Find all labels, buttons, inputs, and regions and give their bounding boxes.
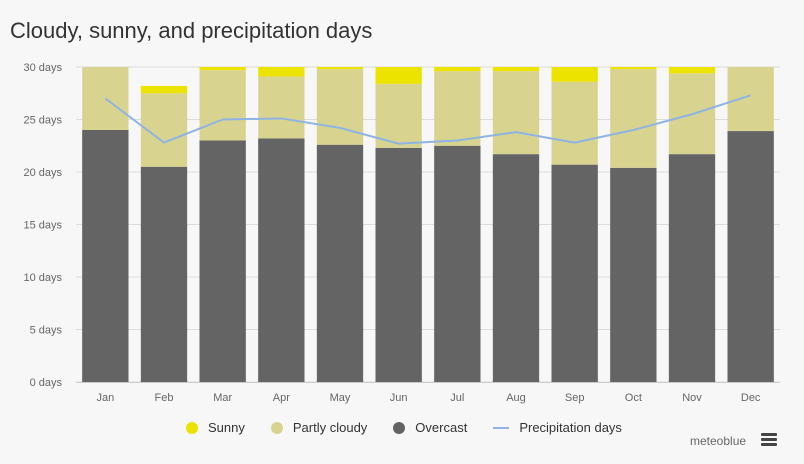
menu-bar bbox=[761, 438, 777, 441]
bar-partly-cloudy bbox=[727, 67, 774, 132]
legend-item-sunny[interactable]: Sunny bbox=[186, 420, 245, 435]
x-tick-label: Apr bbox=[273, 392, 290, 404]
x-tick-label: Oct bbox=[625, 392, 642, 404]
x-tick-label: Mar bbox=[213, 392, 232, 404]
legend-item-overcast[interactable]: Overcast bbox=[393, 420, 467, 435]
stacked-bar-chart: 0 days 5 days 10 days 15 days 20 days 25 days… bbox=[23, 62, 780, 404]
y-tick-label: 25 days bbox=[23, 115, 62, 127]
bar-partly-cloudy bbox=[258, 76, 305, 139]
x-tick-label: Aug bbox=[506, 392, 526, 404]
bar-overcast bbox=[551, 164, 598, 382]
bar-sunny bbox=[551, 67, 598, 82]
bar-partly-cloudy bbox=[610, 69, 657, 168]
y-tick-label: 10 days bbox=[23, 272, 62, 284]
legend-item-precipitation-days[interactable]: Precipitation days bbox=[493, 420, 622, 435]
bar-overcast bbox=[434, 145, 481, 382]
x-tick-label: Feb bbox=[155, 392, 174, 404]
bar-sunny bbox=[258, 67, 305, 77]
bar-sunny bbox=[492, 67, 540, 72]
bar-partly-cloudy bbox=[492, 71, 540, 155]
y-tick-label: 5 days bbox=[30, 325, 63, 337]
legend-label-overcast: Overcast bbox=[415, 420, 468, 435]
brand-logo: meteoblue bbox=[690, 434, 747, 448]
bar-sunny bbox=[140, 85, 188, 94]
bar-overcast bbox=[668, 154, 716, 382]
bar-overcast bbox=[492, 154, 540, 382]
bar-overcast bbox=[316, 144, 364, 382]
x-tick-label: Jul bbox=[450, 392, 464, 404]
bar-overcast bbox=[82, 130, 129, 382]
bar-sunny bbox=[610, 67, 657, 70]
bar-overcast bbox=[610, 167, 657, 382]
y-tick-label: 30 days bbox=[23, 62, 62, 74]
legend: Sunny Partly cloudy Overcast Precipitati… bbox=[186, 420, 622, 435]
bar-partly-cloudy bbox=[434, 71, 481, 146]
hamburger-menu-icon[interactable] bbox=[760, 432, 778, 448]
legend-item-partly-cloudy[interactable]: Partly cloudy bbox=[270, 420, 368, 435]
x-tick-label: Nov bbox=[682, 392, 702, 404]
bar-sunny bbox=[199, 67, 246, 71]
bar-sunny bbox=[316, 67, 364, 70]
bar-overcast bbox=[199, 140, 246, 382]
legend-label-precipitation-days: Precipitation days bbox=[519, 420, 622, 435]
bar-overcast bbox=[375, 147, 422, 382]
bar-overcast bbox=[258, 138, 305, 382]
x-tick-label: Sep bbox=[565, 392, 585, 404]
y-tick-label: 20 days bbox=[23, 167, 62, 179]
y-tick-label: 0 days bbox=[30, 377, 63, 389]
precipitation-line-swatch-icon bbox=[493, 426, 510, 429]
legend-label-sunny: Sunny bbox=[208, 420, 245, 435]
bar-partly-cloudy bbox=[199, 70, 246, 141]
bar-partly-cloudy bbox=[375, 83, 422, 148]
x-tick-label: Dec bbox=[741, 392, 761, 404]
bar-partly-cloudy bbox=[551, 81, 598, 165]
menu-bar bbox=[761, 433, 777, 436]
x-tick-label: May bbox=[330, 392, 351, 404]
partly-cloudy-swatch-icon bbox=[270, 421, 283, 434]
legend-label-partly-cloudy: Partly cloudy bbox=[292, 420, 368, 435]
chart-title: Cloudy, sunny, and precipitation days bbox=[10, 18, 373, 43]
bar-overcast bbox=[140, 166, 188, 382]
x-tick-label: Jan bbox=[96, 392, 114, 404]
bar-sunny bbox=[434, 67, 481, 72]
bar-partly-cloudy bbox=[316, 69, 364, 145]
overcast-swatch-icon bbox=[393, 421, 406, 434]
x-tick-label: Jun bbox=[390, 392, 408, 404]
y-tick-label: 15 days bbox=[23, 220, 62, 232]
bar-sunny bbox=[668, 67, 716, 74]
bar-overcast bbox=[727, 131, 774, 382]
precipitation-days-line bbox=[104, 94, 751, 145]
sunny-swatch-icon bbox=[186, 421, 198, 434]
menu-bar bbox=[761, 443, 777, 446]
bar-sunny bbox=[375, 67, 422, 84]
